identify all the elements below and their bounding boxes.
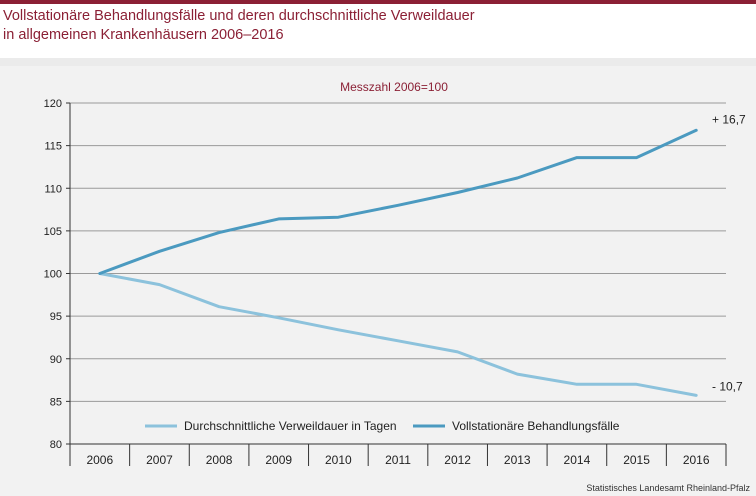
y-tick-label: 85 xyxy=(50,396,62,408)
source-note: Statistisches Landesamt Rheinland-Pfalz xyxy=(586,483,750,493)
x-tick-label: 2008 xyxy=(206,453,233,467)
x-tick-label: 2007 xyxy=(146,453,173,467)
chart-panel xyxy=(0,66,756,496)
y-tick-label: 120 xyxy=(44,98,62,110)
legend-label: Durchschnittliche Verweildauer in Tagen xyxy=(184,419,397,433)
x-tick-label: 2011 xyxy=(385,453,411,467)
x-tick-label: 2006 xyxy=(86,453,113,467)
x-tick-label: 2015 xyxy=(623,453,650,467)
y-tick-label: 90 xyxy=(50,354,62,366)
x-tick-label: 2014 xyxy=(564,453,591,467)
title-line-1: Vollstationäre Behandlungsfälle und dere… xyxy=(3,8,475,24)
series-line xyxy=(98,128,698,275)
gridlines xyxy=(70,102,726,402)
y-tick-label: 100 xyxy=(44,269,62,281)
x-tick-label: 2009 xyxy=(265,453,292,467)
series-lines xyxy=(98,128,698,397)
x-tick-label: 2016 xyxy=(683,453,710,467)
legend: Durchschnittliche Verweildauer in Tagen V… xyxy=(145,419,620,433)
legend-label: Vollstationäre Behandlungsfälle xyxy=(452,419,620,433)
top-rule xyxy=(0,0,756,4)
y-tick-label: 80 xyxy=(50,439,62,451)
end-labels: - 10,7 + 16,7 xyxy=(712,112,746,393)
x-tick-label: 2013 xyxy=(504,453,531,467)
chart-subtitle: Messzahl 2006=100 xyxy=(340,80,448,94)
title-line-2: in allgemeinen Krankenhäusern 2006–2016 xyxy=(3,27,284,43)
series-line xyxy=(98,272,698,397)
end-label: + 16,7 xyxy=(712,112,746,126)
y-tick-label: 110 xyxy=(44,183,62,195)
y-tick-label: 115 xyxy=(44,141,62,153)
x-tick-label: 2010 xyxy=(325,453,352,467)
y-tick-label: 105 xyxy=(44,226,62,238)
end-label: - 10,7 xyxy=(712,379,743,393)
y-tick-label: 95 xyxy=(50,311,62,323)
title-separator xyxy=(0,58,756,66)
x-tick-label: 2012 xyxy=(444,453,471,467)
axes: 80 85 90 95 100 105 110 115 120 2006 2007 2008 2009 2… xyxy=(44,98,727,467)
line-chart: Messzahl 2006=100 80 85 90 95 100 105 110 115 12… xyxy=(44,80,746,467)
chart-title: Vollstationäre Behandlungsfälle und dere… xyxy=(3,7,743,45)
